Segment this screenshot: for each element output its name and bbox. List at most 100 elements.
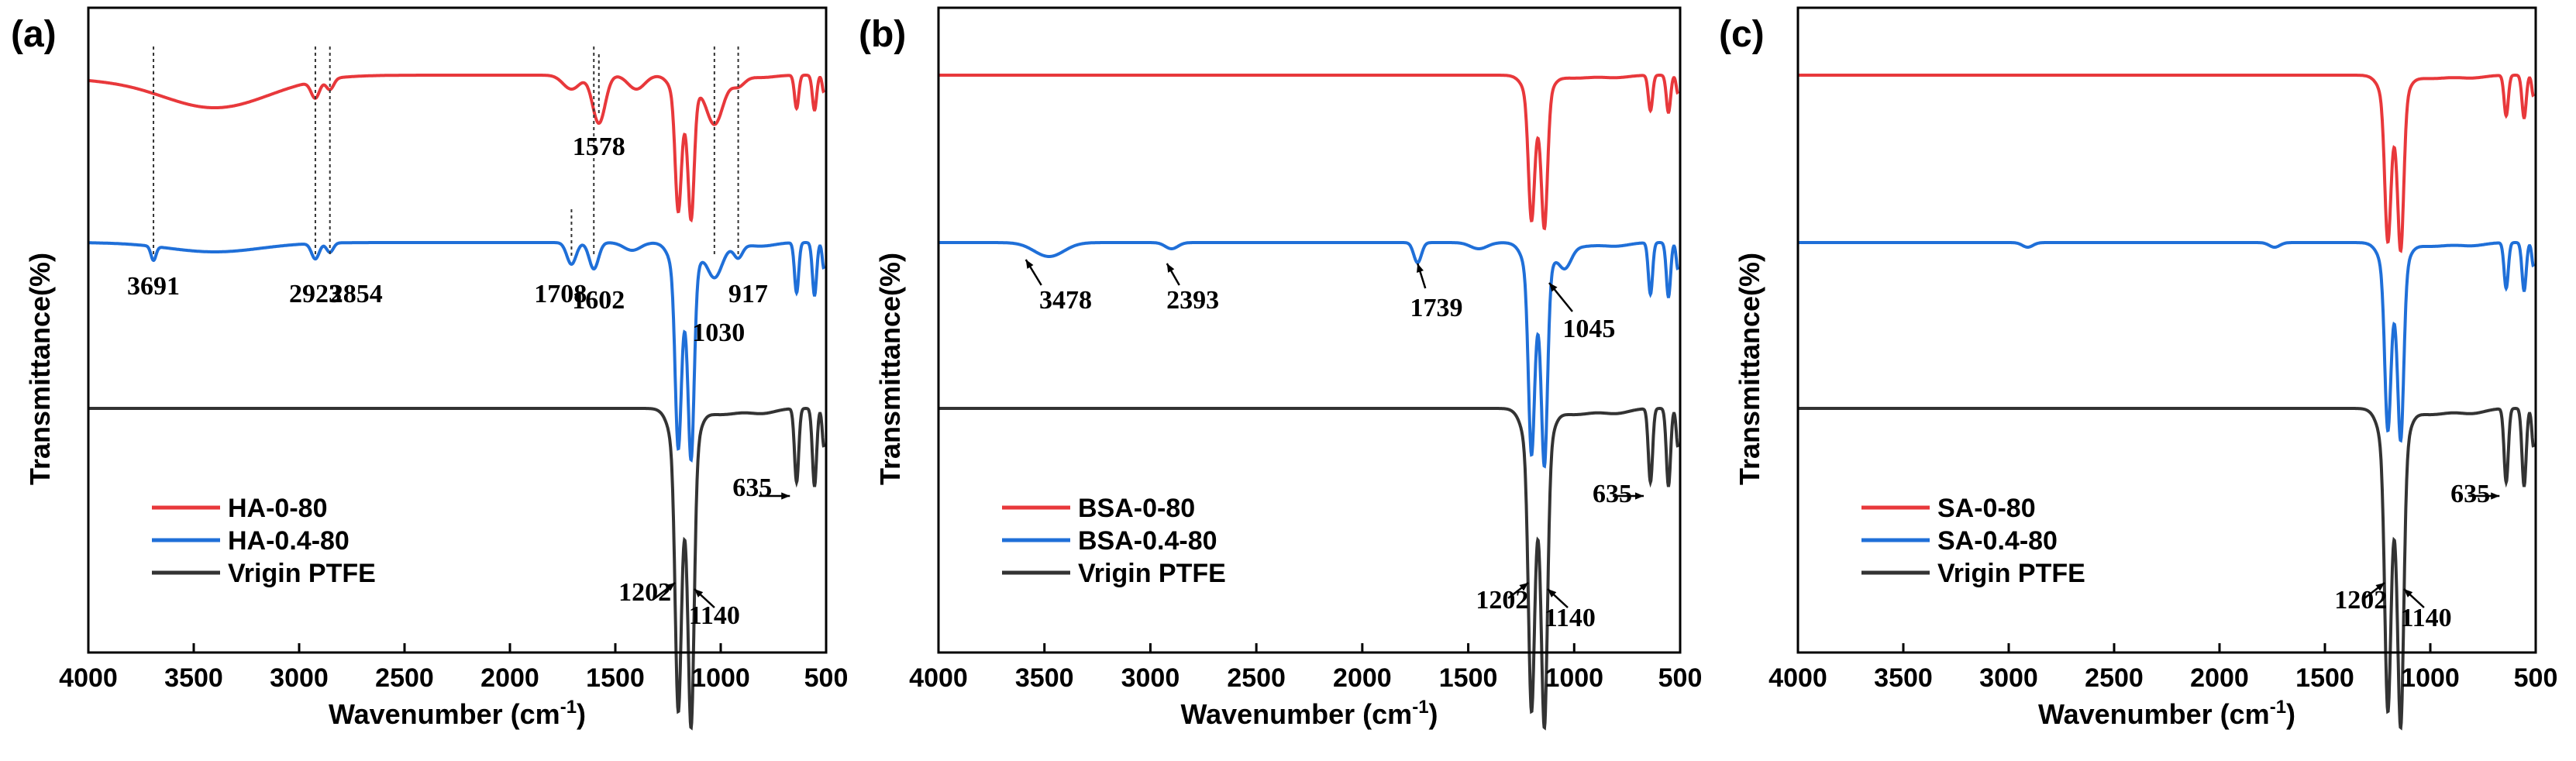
panel-letter: (a) [11, 14, 57, 55]
peak-label: 635 [1593, 480, 1632, 508]
y-axis-label: Transmittance(%) [874, 253, 906, 485]
series-line-1 [1798, 241, 2535, 443]
series-line-0 [1798, 74, 2535, 253]
peak-label: 1140 [2400, 604, 2451, 632]
x-tick-label: 3500 [164, 663, 223, 693]
x-tick-label: 1000 [691, 663, 750, 693]
series-line-2 [938, 407, 1680, 731]
x-axis-label-sup: -1 [1412, 697, 1428, 718]
arrow-head [1635, 492, 1644, 500]
x-axis-label-close: ) [1429, 698, 1438, 730]
panel-letter: (b) [859, 14, 906, 55]
peak-label: 2393 [1166, 286, 1219, 315]
legend-label: Vrigin PTFE [1937, 559, 2085, 588]
x-axis-label-sup: -1 [560, 697, 577, 718]
panel-b: 4000 3500 3000 2500 2000 1500 1000 500 Wavenumbe… [859, 6, 1703, 731]
peak-label: 1202 [2334, 586, 2387, 615]
peak-label: 1739 [1410, 294, 1463, 322]
arrow-head [1166, 263, 1175, 273]
peak-label: 1030 [692, 319, 745, 347]
series-line-2 [88, 407, 826, 731]
legend-label: BSA-0-80 [1078, 494, 1195, 523]
arrow-head [1519, 583, 1529, 591]
x-axis-label-sup: -1 [2270, 697, 2286, 718]
legend-label: SA-0.4-80 [1937, 526, 2058, 556]
x-axis-label-main: Wavenumber (cm [2038, 698, 2270, 730]
legend-label: BSA-0.4-80 [1078, 526, 1217, 556]
x-tick-label: 1500 [586, 663, 645, 693]
x-axis-label-main: Wavenumber (cm [329, 698, 560, 730]
arrow-head [1548, 283, 1558, 292]
arrow-head [694, 589, 704, 597]
y-axis-label: Transmittance(%) [1734, 253, 1765, 485]
x-tick-label: 1000 [1545, 663, 1603, 693]
peak-label: 1140 [689, 601, 740, 630]
legend-label: HA-0-80 [228, 494, 327, 523]
arrow-head [1025, 260, 1034, 269]
peak-label: 2923 [289, 280, 342, 308]
x-tick-label: 3500 [1015, 663, 1074, 693]
x-tick-label: 4000 [1768, 663, 1827, 693]
x-tick-label: 4000 [909, 663, 968, 693]
arrow-head [2491, 492, 2500, 500]
x-tick-label: 500 [2514, 663, 2558, 693]
panel-c: 4000 3500 3000 2500 2000 1500 1000 500 Wavenumbe… [1719, 6, 2558, 731]
panel-a: 4000 3500 3000 2500 2000 1500 1000 500 Wavenumbe… [11, 6, 849, 731]
legend-label: Vrigin PTFE [1078, 559, 1226, 588]
y-axis-label: Transmittance(%) [24, 253, 56, 485]
series-line-1 [938, 241, 1680, 469]
x-tick-label: 3000 [270, 663, 329, 693]
peak-label: 1202 [1476, 586, 1528, 615]
legend-label: SA-0-80 [1937, 494, 2036, 523]
x-tick-label: 2500 [375, 663, 434, 693]
x-tick-label: 2500 [2085, 663, 2144, 693]
x-tick-label: 4000 [59, 663, 118, 693]
arrow-head [2375, 583, 2385, 591]
x-tick-label: 500 [804, 663, 849, 693]
plot-frame [937, 6, 1682, 654]
series-line-0 [938, 74, 1679, 231]
x-tick-label: 1000 [2401, 663, 2460, 693]
peak-label: 635 [2450, 480, 2490, 508]
x-axis-label: Wavenumber (cm-1) [1180, 697, 1438, 730]
peak-label: 3478 [1039, 286, 1092, 315]
x-tick-label: 2000 [1333, 663, 1392, 693]
plot-frame [1796, 6, 2537, 654]
arrow-head [666, 583, 676, 591]
peak-label: 635 [732, 473, 772, 502]
panel-letter: (c) [1719, 14, 1765, 55]
plot-frame [87, 6, 828, 654]
x-tick-label: 500 [1658, 663, 1703, 693]
x-tick-label: 2500 [1227, 663, 1286, 693]
peak-label: 1708 [534, 280, 587, 308]
x-axis-label-close: ) [2286, 698, 2295, 730]
x-axis-label-close: ) [577, 698, 586, 730]
arrow-head [1548, 589, 1557, 597]
peak-label: 1140 [1545, 604, 1596, 632]
x-axis-label: Wavenumber (cm-1) [2038, 697, 2295, 730]
peak-label: 1045 [1562, 315, 1615, 343]
arrow-head [2403, 589, 2413, 597]
x-tick-label: 2000 [2190, 663, 2249, 693]
x-axis-label-main: Wavenumber (cm [1180, 698, 1412, 730]
x-tick-label: 3000 [1121, 663, 1180, 693]
peak-label: 2854 [330, 280, 383, 308]
arrow-head [1417, 263, 1424, 273]
x-tick-label: 3500 [1874, 663, 1933, 693]
arrow-head [781, 492, 790, 500]
peak-label: 1578 [573, 133, 625, 161]
legend-label: Vrigin PTFE [228, 559, 376, 588]
x-tick-label: 3000 [1979, 663, 2038, 693]
peak-label: 917 [728, 280, 768, 308]
peak-label: 3691 [127, 272, 180, 301]
series-line-2 [1798, 407, 2536, 731]
x-tick-label: 2000 [480, 663, 539, 693]
legend-label: HA-0.4-80 [228, 526, 350, 556]
x-axis-label: Wavenumber (cm-1) [329, 697, 586, 730]
x-tick-label: 1500 [2295, 663, 2354, 693]
series-line-1 [88, 241, 826, 463]
peak-label: 1602 [572, 286, 625, 315]
series-line-0 [88, 74, 825, 223]
x-tick-label: 1500 [1439, 663, 1498, 693]
